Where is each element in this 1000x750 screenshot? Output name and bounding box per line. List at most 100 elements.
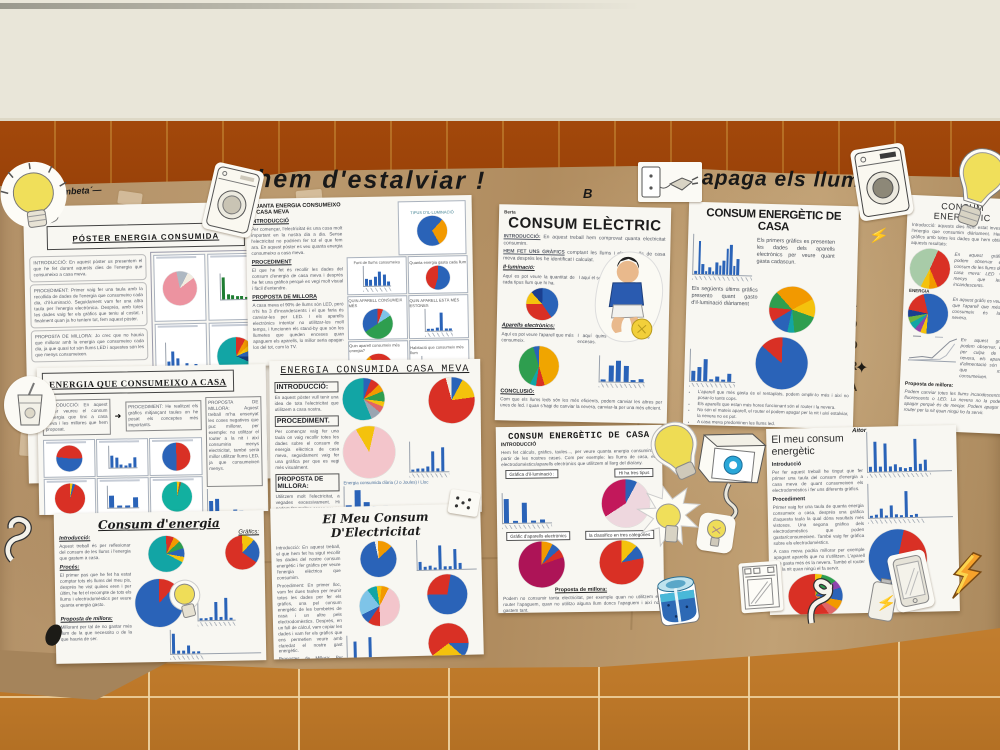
light-bulb-sticker <box>936 139 1000 239</box>
dice-sticker <box>447 488 481 518</box>
poster-energia-que-consumeixo: ENERGIA QUE CONSUMEIXO A CASA INTRODUCCI… <box>36 364 269 515</box>
section-heading: Introducció: <box>59 535 91 542</box>
chart-title: Habitació que consumeix més llum <box>410 344 464 356</box>
bar-chart: QUIN APARELL ESTÀ MÉS ESTONES <box>408 294 470 340</box>
intro-text: Per començar, l'electricitat és una cosa… <box>251 225 343 256</box>
poster-el-meu-consum-delectricitat: El Meu Consum D'Electricitat Introducció… <box>270 503 484 660</box>
pie-chart <box>428 376 475 424</box>
chart-title: Quin aparell consumeix més energia? <box>349 341 400 353</box>
pie-chart <box>150 475 204 515</box>
procediment-text: El que he fet és recollir les dades del … <box>251 266 344 291</box>
pie-chart <box>525 287 559 321</box>
poster-title: ENERGIA CONSUMIDA CASA MEVA <box>280 364 470 377</box>
aparells-caption-left: Aquí es pot veure l'aparell que més cons… <box>501 331 574 343</box>
chart-title: Energia consumida diària (J o Joules) i … <box>343 479 429 486</box>
conclusions-list: L'aparell que més gasta és el rentaplats… <box>690 389 849 429</box>
poster-title: CONSUM ENERGÈTIC DE CASA <box>706 207 842 234</box>
bar-chart <box>866 430 952 478</box>
intro-text: Aquest treball és per reflexionar del co… <box>59 542 131 561</box>
pie-chart <box>744 326 819 401</box>
section-heading: PROCEDIMENT <box>251 259 292 266</box>
procediment-text: Per començar vaig fer una taula on vaig … <box>274 428 340 470</box>
pie-chart <box>225 535 260 570</box>
poster-consum-energetic-right: CONSUM ENERGÈTIC Introducció: aquests di… <box>897 194 1000 435</box>
millora-text: A casa meva el 90% de llums són LED, per… <box>252 301 345 350</box>
procediment-text: Primer vaig fer una taula de quanta ener… <box>772 502 865 546</box>
bar-chart <box>598 355 646 389</box>
pie-chart <box>359 585 401 627</box>
washing-machine-sticker <box>849 142 915 222</box>
chart-grid <box>42 436 204 515</box>
chart-panel: TIPUS D'IL·LUMINACIÓ Font de llums consu… <box>346 200 470 366</box>
hook-sticker <box>2 514 46 564</box>
pie-chart <box>149 436 203 476</box>
pie-chart <box>148 535 185 572</box>
bar-chart <box>96 437 150 477</box>
light-bulb-sticker <box>161 574 210 626</box>
intro-text: INTRODUCCIÓ: En aquest pòster us present… <box>29 254 147 283</box>
nota-text: En aquest gràfic es veu que l'aparell qu… <box>951 296 1000 321</box>
section-heading: Proposta de millora: <box>554 586 608 594</box>
section-heading: INTRODUCCIÓ: <box>274 381 339 394</box>
lightning-bolt-sticker <box>943 547 990 604</box>
poster-consum-denergia: Consum d'energia Introducció: Aquest tre… <box>53 510 267 664</box>
cup-sticker <box>4 376 56 434</box>
millora-text: Podem no consumir tanta electricitat, pe… <box>503 593 660 613</box>
section-heading: Proposta de millora: <box>60 615 113 623</box>
battery-can-sticker <box>652 571 703 631</box>
millora-text: A casa meva podria millorar per exemple … <box>773 546 865 572</box>
millora-text: Podem canviar totes les llums incandesce… <box>903 388 1000 415</box>
bar-chart: Font de llums consumeixo <box>346 256 408 296</box>
bar-chart <box>415 538 477 572</box>
football-kid-sticker <box>589 248 669 347</box>
poster-title: El meu consum energètic <box>771 432 844 458</box>
section-heading: Procediment <box>772 496 806 503</box>
handwriting-letter-b: B <box>583 186 593 201</box>
section-heading: INTRODUCCIÓ <box>500 441 537 449</box>
author-name: Aitor <box>852 427 867 435</box>
millora-text: PROPOSTA DE MILLORA: Jo crec que no haur… <box>30 327 149 363</box>
llum-caption-left: Aquí es pot veure la quantitat de cada t… <box>502 273 575 286</box>
washing-machine-sticker <box>200 161 266 239</box>
phone-sketch-sticker <box>886 548 936 614</box>
pie-chart <box>359 540 397 578</box>
nota-text: En aquest gràfic podem observar, que per… <box>959 337 1000 380</box>
light-bulb-sticker <box>0 154 91 240</box>
pie-chart: TIPUS D'IL·LUMINACIÓ <box>397 200 467 256</box>
handwriting-hem-destalviar: hem d'estalviar ! <box>255 164 487 196</box>
label-box: Gràfic d'aparells electrònics <box>506 531 571 541</box>
cable-knot-sticker <box>801 572 840 627</box>
bar-chart <box>501 492 553 529</box>
chart-title: Font de llums consumeixo <box>353 259 401 266</box>
poster-title: QUANTA ENERGIA CONSUMEIXO A CASA MEVA <box>250 202 341 216</box>
arrow-icon: ➜ <box>114 411 122 422</box>
poster-title: CONSUM ELÈCTRIC <box>508 214 662 235</box>
section-heading: PROCEDIMENT. <box>274 415 339 427</box>
bar-chart <box>867 482 953 524</box>
intro-text: En aquest pòster vull tenir una idea de … <box>274 394 339 412</box>
chart-title: Quanta energia gasta cada llum <box>409 259 467 266</box>
pie-chart <box>333 416 405 488</box>
proces-text: El primer pas que he fet ha estat compta… <box>59 571 132 608</box>
bar-chart <box>688 348 737 389</box>
pie-chart <box>342 377 385 421</box>
pie-chart <box>598 540 644 585</box>
procediment-text: PROCEDIMENT: Primer vaig fer una taula a… <box>29 281 148 329</box>
pie-chart <box>427 622 469 660</box>
battery-sticker: ⚡ <box>864 576 901 625</box>
bar-chart <box>96 476 150 515</box>
small-bulb-sticker <box>695 511 737 555</box>
procediment-text: PROCEDIMENT: He realitzat els gràfics mi… <box>125 400 202 432</box>
section-heading: INTRODUCCIÓ <box>250 218 290 225</box>
pie-chart <box>768 285 816 334</box>
section-heading: Procés: <box>59 564 80 571</box>
pie-chart: Quanta energia gasta cada llum <box>407 255 469 295</box>
sparkle-icon: ✦ <box>855 360 869 377</box>
pie-chart <box>43 477 97 515</box>
poster-title: El Meu Consum D'Electricitat <box>322 509 429 541</box>
poster-quanta-energia: QUANTA ENERGIA CONSUMEIXO A CASA MEVA IN… <box>245 195 475 366</box>
svg-text:⚡: ⚡ <box>875 592 898 614</box>
intro-text: Introducció: En aquest treball, el que h… <box>276 543 341 581</box>
light-bulb-sticker <box>638 411 716 491</box>
